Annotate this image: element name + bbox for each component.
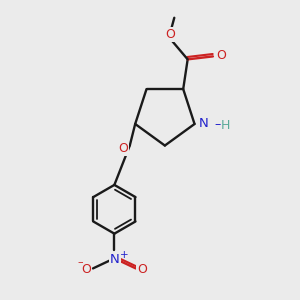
Text: +: + xyxy=(120,250,128,260)
Text: H: H xyxy=(221,119,230,132)
Text: O: O xyxy=(137,262,147,275)
Text: O: O xyxy=(118,142,128,155)
Text: O: O xyxy=(165,28,175,41)
Text: N: N xyxy=(110,253,120,266)
Text: O: O xyxy=(82,262,92,275)
Text: –: – xyxy=(214,118,221,131)
Text: O: O xyxy=(216,49,226,62)
Text: –: – xyxy=(78,257,83,268)
Text: N: N xyxy=(199,117,209,130)
